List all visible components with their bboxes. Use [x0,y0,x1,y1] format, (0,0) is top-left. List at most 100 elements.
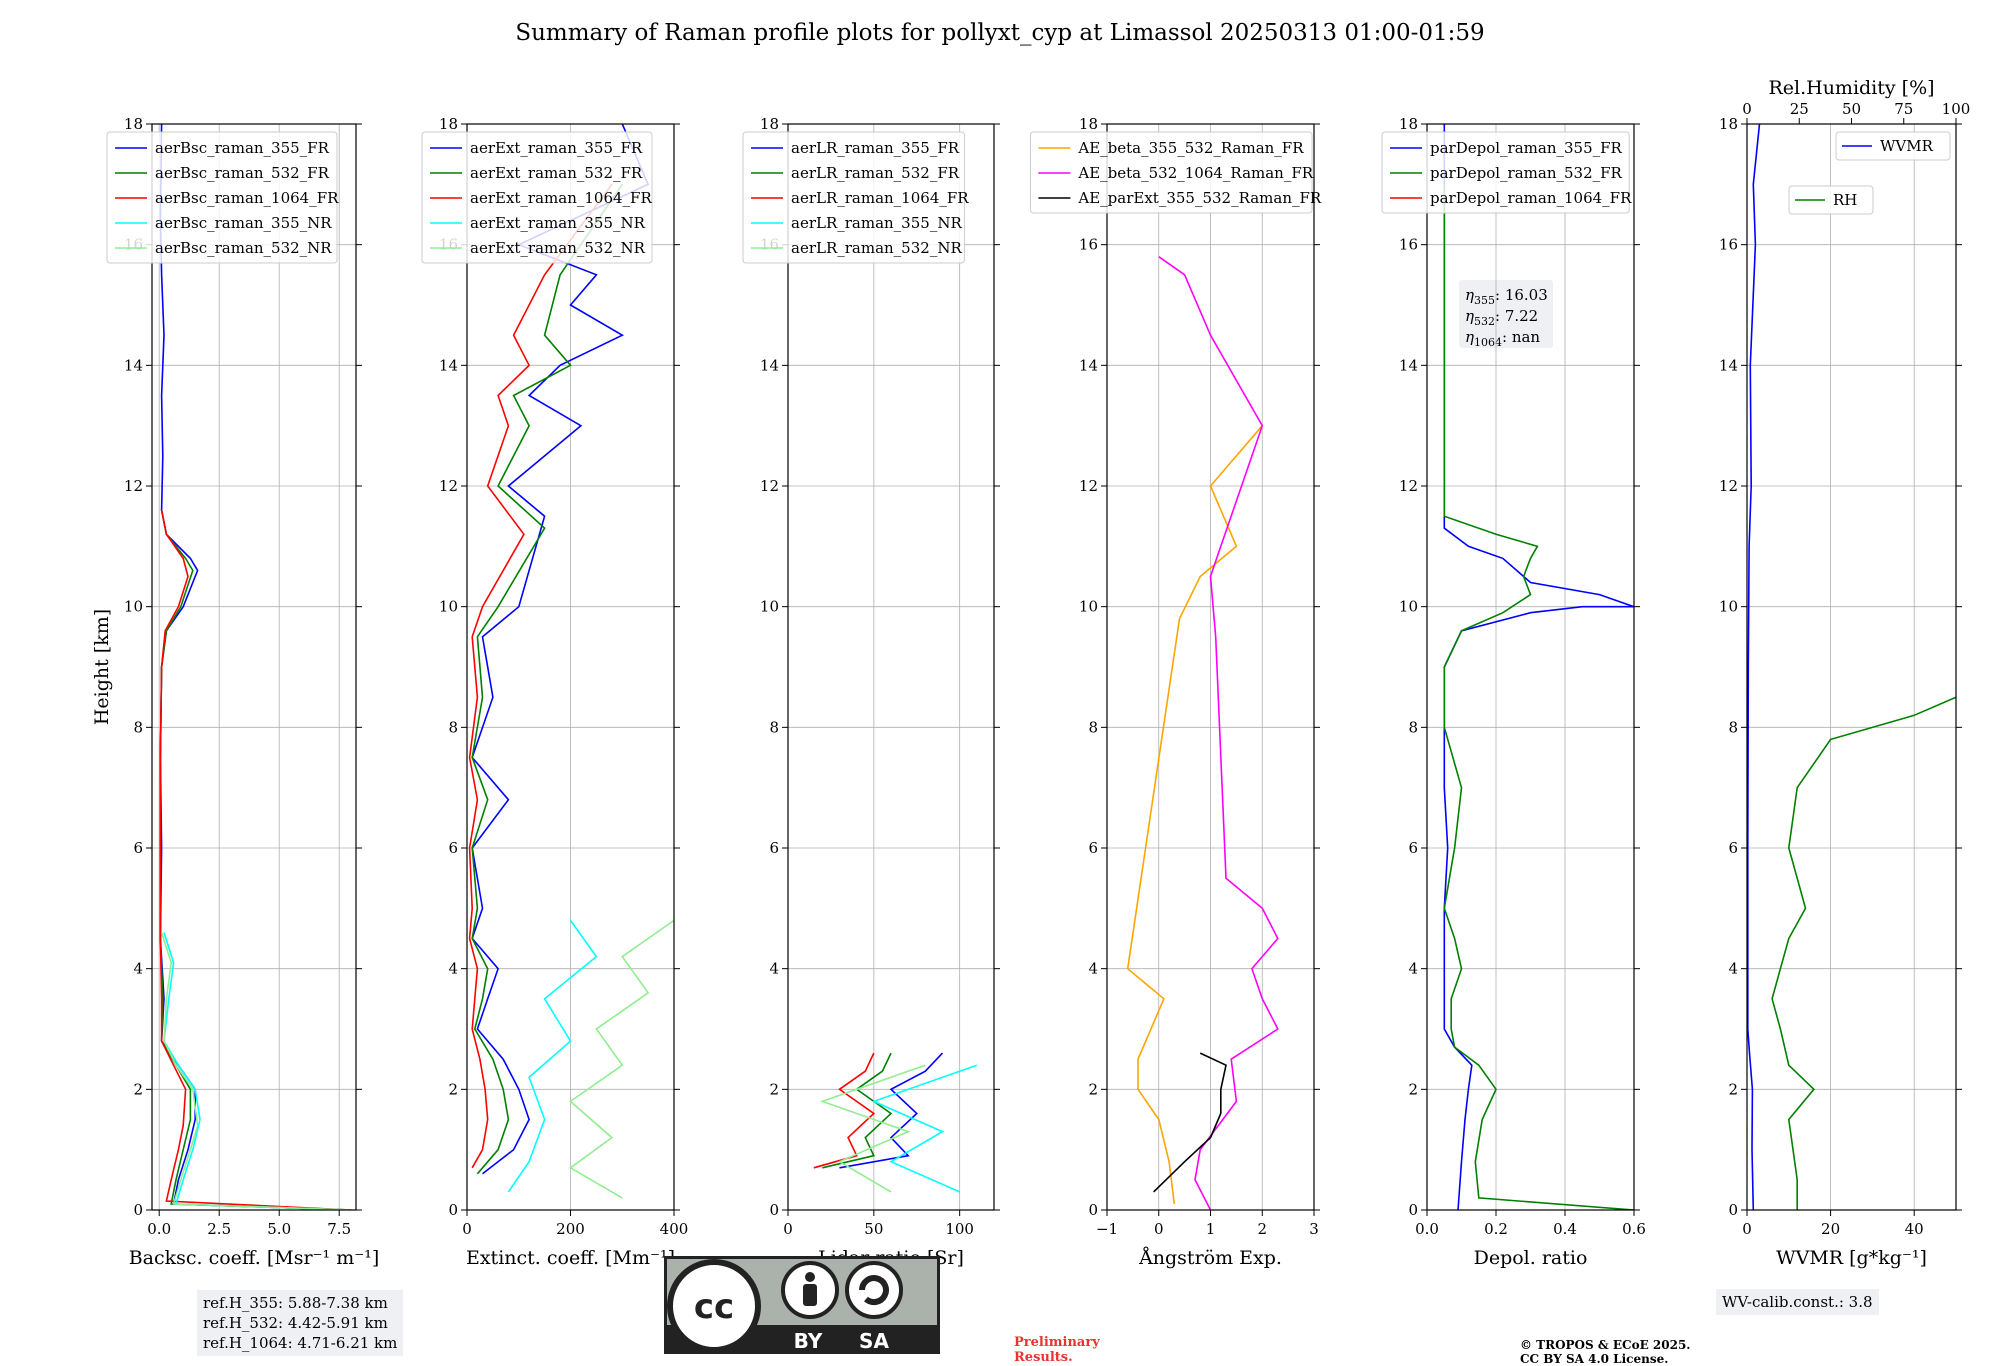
legend-label: WVMR [1880,137,1934,155]
ytick-label: 8 [133,718,143,736]
x2tick-label: 100 [1942,100,1971,118]
cc-by-sa-logo: cc BY SA [664,1256,940,1354]
axes-frame [1746,123,1957,1211]
legend-box [1029,131,1313,214]
figure-title: Summary of Raman profile plots for polly… [515,20,1485,46]
cc-sa-label: SA [859,1329,889,1353]
ref-height-box: ref.H_355: 5.88-7.38 km ref.H_532: 4.42-… [197,1290,404,1356]
preliminary-note: Preliminary Results. [1014,1335,1100,1365]
x2tick-label: 25 [1790,100,1809,118]
ytick-label: 18 [124,115,143,133]
xtick-label: 40 [1905,1220,1924,1238]
series-line-aerBsc_raman_355_FR [159,124,352,1210]
legend-label: AE_parExt_355_532_Raman_FR [1077,189,1322,207]
series-line-aerBsc_raman_532_NR [160,932,352,1210]
ytick-label: 16 [1079,236,1098,254]
ytick-label: 14 [1399,356,1418,374]
series-line-aerExt_raman_1064_FR [468,183,613,1169]
ytick-label: 6 [448,839,458,857]
legend-label: parDepol_raman_1064_FR [1430,189,1632,207]
xtick-label: 20 [1821,1220,1840,1238]
series-group [813,1052,978,1193]
ytick-label: 2 [1728,1080,1738,1098]
ytick-label: 0 [133,1201,143,1219]
ytick-label: 0 [448,1201,458,1219]
x-axis-label: Depol. ratio [1474,1247,1588,1269]
ytick-label: 10 [1719,598,1738,616]
legend-RH: RH [1788,185,1874,215]
legend-label: RH [1833,191,1857,209]
ytick-label: 4 [1088,960,1098,978]
legend-box [1835,131,1951,161]
series-line-aerLR_raman_1064_FR [813,1052,876,1169]
ytick-label: 10 [1399,598,1418,616]
ytick-label: 12 [124,477,143,495]
xtick-label: 2.5 [207,1220,231,1238]
ytick-label: 16 [1719,236,1738,254]
series-line-aerLR_raman_355_NR [871,1064,978,1193]
x-axis-label: Ångström Exp. [1138,1247,1282,1269]
xtick-label: 100 [945,1220,974,1238]
ytick-label: 8 [448,718,458,736]
ytick-label: 6 [1088,839,1098,857]
share-alike-icon [845,1261,903,1319]
series-group [1747,124,1956,1210]
legend-box [106,131,338,264]
series-line-AE_beta_355_532_Raman_FR [1126,425,1263,1205]
legend-label: aerExt_raman_355_FR [470,139,643,157]
ytick-label: 6 [1408,839,1418,857]
series-line-aerExt_raman_532_FR [471,183,623,1175]
copyright-line2: CC BY SA 4.0 License. [1520,1352,1669,1366]
ytick-label: 8 [1728,718,1738,736]
ytick-label: 10 [1079,598,1098,616]
legend-label: parDepol_raman_532_FR [1430,164,1623,182]
refh-355-text: ref.H_355: 5.88-7.38 km [203,1294,388,1312]
x-axis-label: Extinct. coeff. [Mm⁻¹] [466,1247,675,1269]
series-line-AE_parExt_355_532_Raman_FR [1153,1052,1227,1193]
ytick-label: 10 [760,598,779,616]
ytick-label: 2 [1408,1080,1418,1098]
xtick-label: 1 [1206,1220,1216,1238]
xtick-label: 0.0 [147,1220,171,1238]
legend-label: aerLR_raman_355_FR [791,139,960,157]
ytick-label: 14 [124,356,143,374]
legend-label: aerExt_raman_1064_FR [470,189,652,207]
xtick-label: 7.5 [327,1220,351,1238]
xtick-label: −1 [1096,1220,1118,1238]
legend: parDepol_raman_355_FR parDepol_raman_532_… [1381,131,1632,214]
legend-label: AE_beta_532_1064_Raman_FR [1077,164,1313,182]
panel-lr: 024681012141618050100Lidar ratio [Sr]aer… [742,115,1000,1269]
eta-532-text: η532: 7.22 [1465,307,1538,328]
ytick-label: 18 [1399,115,1418,133]
ytick-label: 14 [439,356,458,374]
refh-1064-text: ref.H_1064: 4.71-6.21 km [203,1334,398,1352]
ytick-label: 6 [133,839,143,857]
panel-depol: 0 2 4 6 8 10 12 14 16 18 0.0 0.2 0.4 0.6 Depol. ratio p… [1381,115,1646,1269]
refh-532-text: ref.H_532: 4.42-5.91 km [203,1314,388,1332]
xtick-label: 2 [1257,1220,1267,1238]
series-group [159,124,352,1210]
ytick-label: 0 [1408,1201,1418,1219]
series-line-aerLR_raman_355_FR [839,1052,944,1169]
series-line-AE_beta_532_1064_Raman_FR [1158,256,1279,1210]
ytick-label: 4 [1728,960,1738,978]
series-line-aerExt_raman_532_NR [569,919,674,1199]
legend-label: parDepol_raman_355_FR [1430,139,1623,157]
xtick-label: 0.2 [1484,1220,1508,1238]
series-line-aerBsc_raman_532_FR [159,509,352,1210]
legend-label: aerBsc_raman_532_NR [155,239,332,257]
xtick-label: 200 [556,1220,585,1238]
ytick-label: 12 [439,477,458,495]
ytick-label: 16 [1399,236,1418,254]
ytick-label: 10 [124,598,143,616]
ytick-label: 4 [1408,960,1418,978]
series-line-aerLR_raman_532_NR [819,1064,926,1193]
ytick-label: 6 [1728,839,1738,857]
xtick-label: 0 [783,1220,793,1238]
ytick-label: 2 [1088,1080,1098,1098]
legend-label: aerLR_raman_355_NR [791,214,962,232]
ytick-label: 10 [439,598,458,616]
ytick-label: 2 [769,1080,779,1098]
